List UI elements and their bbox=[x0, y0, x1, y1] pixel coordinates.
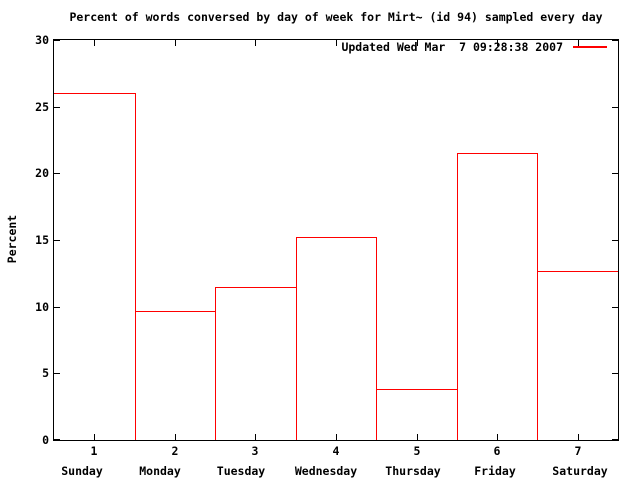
legend-label: Updated Wed Mar 7 09:28:38 2007 bbox=[341, 40, 563, 54]
x-day-label: Thursday bbox=[385, 464, 441, 478]
x-tick-top bbox=[175, 40, 176, 46]
x-tick-top bbox=[255, 40, 256, 46]
plot-area bbox=[53, 39, 619, 441]
x-tick-bottom bbox=[578, 434, 579, 440]
bar-sunday bbox=[54, 93, 136, 440]
x-tick-label: 7 bbox=[574, 444, 582, 458]
x-tick-top bbox=[578, 40, 579, 46]
x-tick-label: 5 bbox=[413, 444, 421, 458]
y-tick-label: 30 bbox=[35, 33, 49, 47]
y-tick-label: 5 bbox=[42, 366, 49, 380]
x-day-label: Saturday bbox=[552, 464, 608, 478]
y-tick-right bbox=[612, 240, 618, 241]
y-tick-left bbox=[54, 439, 60, 440]
x-tick-label: 1 bbox=[90, 444, 98, 458]
y-tick-left bbox=[54, 173, 60, 174]
x-tick-bottom bbox=[255, 434, 256, 440]
y-tick-right bbox=[612, 307, 618, 308]
x-tick-label: 3 bbox=[251, 444, 259, 458]
x-tick-label: 6 bbox=[493, 444, 501, 458]
y-tick-right bbox=[612, 373, 618, 374]
x-day-label: Friday bbox=[474, 464, 516, 478]
y-tick-label: 10 bbox=[35, 300, 49, 314]
x-tick-bottom bbox=[497, 434, 498, 440]
x-tick-bottom bbox=[417, 434, 418, 440]
bar-thursday bbox=[376, 389, 458, 440]
y-tick-label: 25 bbox=[35, 100, 49, 114]
x-tick-bottom bbox=[175, 434, 176, 440]
x-day-label: Sunday bbox=[61, 464, 103, 478]
chart-title: Percent of words conversed by day of wee… bbox=[69, 10, 603, 24]
x-tick-bottom bbox=[336, 434, 337, 440]
y-tick-left bbox=[54, 240, 60, 241]
y-tick-right bbox=[612, 439, 618, 440]
x-tick-top bbox=[336, 40, 337, 46]
x-day-label: Wednesday bbox=[294, 464, 358, 478]
bar-monday bbox=[135, 311, 216, 440]
y-tick-label: 15 bbox=[35, 233, 49, 247]
legend: Updated Wed Mar 7 09:28:38 2007 bbox=[341, 40, 607, 54]
y-tick-label: 20 bbox=[35, 166, 49, 180]
y-tick-right bbox=[612, 107, 618, 108]
legend-line-sample bbox=[573, 46, 607, 48]
y-tick-right bbox=[612, 40, 618, 41]
bar-saturday bbox=[537, 271, 618, 440]
bar-tuesday bbox=[215, 287, 297, 440]
bar-wednesday bbox=[296, 237, 377, 440]
y-tick-right bbox=[612, 173, 618, 174]
y-tick-left bbox=[54, 40, 60, 41]
y-tick-left bbox=[54, 107, 60, 108]
x-tick-label: 4 bbox=[332, 444, 340, 458]
x-tick-bottom bbox=[94, 434, 95, 440]
x-tick-label: 2 bbox=[171, 444, 179, 458]
y-tick-label: 0 bbox=[42, 433, 49, 447]
bar-friday bbox=[457, 153, 538, 440]
x-tick-top bbox=[497, 40, 498, 46]
y-tick-left bbox=[54, 307, 60, 308]
x-tick-top bbox=[417, 40, 418, 46]
x-day-label: Monday bbox=[139, 464, 181, 478]
x-tick-top bbox=[94, 40, 95, 46]
y-tick-left bbox=[54, 373, 60, 374]
x-day-label: Tuesday bbox=[216, 464, 266, 478]
